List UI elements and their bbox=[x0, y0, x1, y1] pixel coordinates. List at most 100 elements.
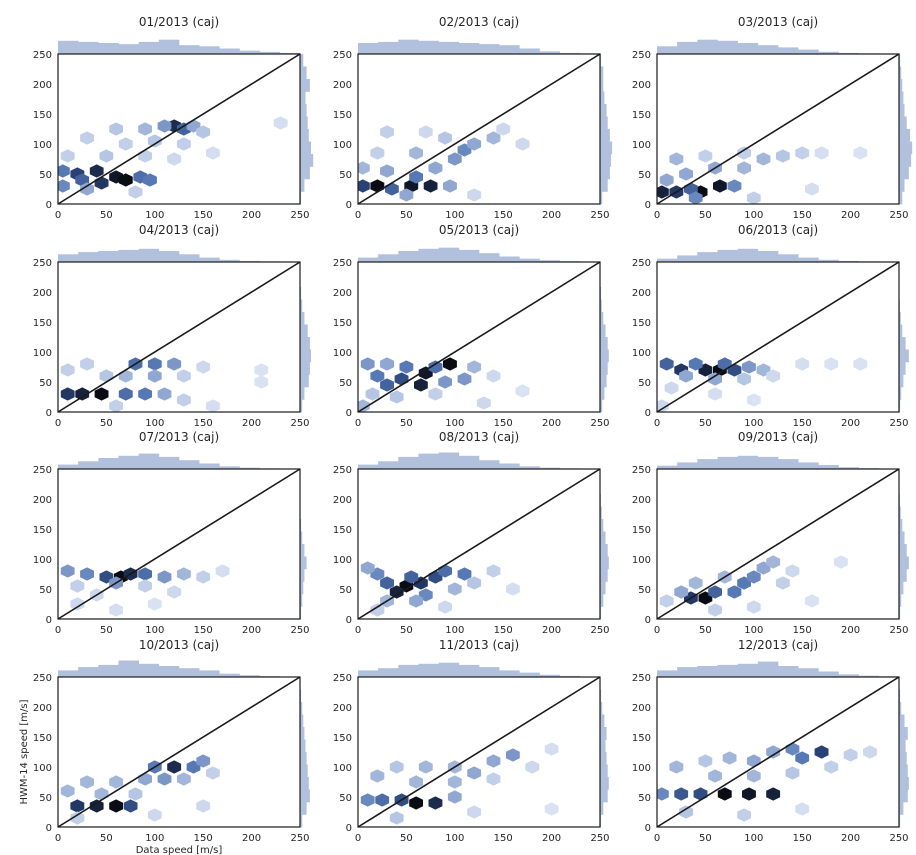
right-hist-bar bbox=[600, 802, 604, 815]
hexbin-cell bbox=[467, 576, 482, 590]
right-hist-bar bbox=[600, 324, 606, 338]
top-hist-bar bbox=[757, 456, 779, 469]
hexbin-cell bbox=[737, 146, 751, 160]
hexbin-cell bbox=[118, 369, 133, 383]
top-hist-bar bbox=[98, 43, 119, 54]
hexbin-cell bbox=[409, 594, 423, 608]
top-hist-bar bbox=[378, 41, 399, 54]
hexbin-cell bbox=[94, 787, 109, 801]
panel-9: 09/2013 (caj) 00 50 50 100 100 150 150 200 200 250… bbox=[632, 430, 909, 636]
x-tick-label: 200 bbox=[542, 833, 561, 844]
plot-frame bbox=[357, 53, 601, 205]
diagonal-line bbox=[357, 261, 601, 413]
top-hist-bar bbox=[458, 664, 480, 677]
right-hist-bar bbox=[899, 116, 907, 130]
hexbin-cell bbox=[447, 775, 462, 789]
y-tick-label: 0 bbox=[46, 823, 52, 834]
top-hist-bar bbox=[199, 670, 220, 677]
x-tick-label: 150 bbox=[194, 210, 213, 221]
y-tick-label: 150 bbox=[33, 525, 52, 536]
y-tick-label: 200 bbox=[333, 703, 352, 714]
top-hist-bar bbox=[499, 670, 520, 677]
hexbin-cell bbox=[380, 125, 394, 139]
x-tick-label: 100 bbox=[445, 625, 464, 636]
x-tick-label: 50 bbox=[699, 418, 712, 429]
panel-7: 07/2013 (caj) 00 50 50 100 100 150 150 200 200 250… bbox=[33, 430, 310, 636]
y-tick-label: 150 bbox=[33, 318, 52, 329]
right-hist-bar bbox=[300, 714, 304, 728]
hexbin-cell bbox=[824, 760, 839, 774]
x-tick-label: 50 bbox=[100, 625, 113, 636]
right-hist-bar bbox=[300, 777, 309, 790]
hexbin-cell bbox=[196, 799, 211, 813]
y-tick-label: 100 bbox=[333, 140, 352, 151]
top-hist-bar bbox=[78, 252, 99, 262]
hexbin-cell bbox=[688, 357, 703, 371]
hexbin-cell bbox=[370, 769, 385, 783]
y-tick-label: 50 bbox=[339, 378, 352, 389]
x-tick-label: 150 bbox=[494, 833, 513, 844]
hexbin-cell bbox=[60, 149, 75, 163]
right-hist-bar bbox=[899, 154, 912, 167]
y-tick-label: 250 bbox=[333, 50, 352, 61]
x-tick-label: 100 bbox=[744, 625, 763, 636]
y-tick-label: 150 bbox=[333, 525, 352, 536]
y-tick-label: 0 bbox=[46, 615, 52, 626]
hexbin-cell bbox=[147, 357, 162, 371]
panel-5: 05/2013 (caj) 00 50 50 100 100 150 150 200 200 250… bbox=[333, 223, 610, 429]
panel-title: 11/2013 (caj) bbox=[439, 638, 519, 652]
x-tick-label: 50 bbox=[699, 833, 712, 844]
hexbin-cell bbox=[746, 600, 761, 614]
right-hist-bar bbox=[600, 752, 607, 765]
right-hist-bar bbox=[300, 349, 311, 363]
top-hist-bar bbox=[677, 462, 698, 469]
hexbin-cell bbox=[167, 357, 182, 371]
right-hist-bar bbox=[899, 312, 901, 325]
right-hist-bar bbox=[300, 387, 305, 400]
right-hist-bar bbox=[300, 54, 304, 67]
hexbin-cell bbox=[746, 769, 761, 783]
x-tick-label: 100 bbox=[445, 210, 464, 221]
hexbin-cell bbox=[167, 585, 182, 599]
hexbin-cell bbox=[756, 152, 771, 166]
top-hist-bar bbox=[499, 45, 520, 54]
hexbin-cell bbox=[664, 381, 679, 395]
y-tick-label: 150 bbox=[632, 318, 651, 329]
top-hist-bar bbox=[479, 253, 500, 262]
diagonal-line bbox=[656, 676, 900, 828]
top-hist-bar bbox=[239, 50, 260, 54]
y-tick-label: 100 bbox=[632, 763, 651, 774]
panel-title: 05/2013 (caj) bbox=[439, 223, 519, 237]
x-tick-label: 150 bbox=[494, 210, 513, 221]
x-tick-label: 0 bbox=[654, 418, 660, 429]
hexbin-cell bbox=[863, 745, 877, 759]
hexbin-cell bbox=[109, 775, 123, 789]
y-tick-label: 200 bbox=[33, 495, 52, 506]
hexbin-cell bbox=[467, 805, 482, 819]
top-hist-bar bbox=[438, 247, 460, 262]
hexbin-layer bbox=[58, 116, 288, 199]
right-hist-bar bbox=[899, 727, 908, 740]
top-hist-bar bbox=[539, 51, 560, 54]
y-tick-label: 100 bbox=[333, 348, 352, 359]
y-tick-label: 100 bbox=[632, 348, 651, 359]
right-hist-bar bbox=[600, 569, 608, 582]
x-tick-label: 250 bbox=[590, 418, 609, 429]
top-hist-bar bbox=[737, 248, 759, 262]
top-hist-bar bbox=[757, 251, 779, 262]
hexbin-cell bbox=[167, 760, 182, 774]
diagonal-line bbox=[357, 676, 601, 828]
hexbin-cell bbox=[138, 579, 152, 593]
hexbin-cell bbox=[399, 360, 414, 374]
plot-frame bbox=[357, 261, 601, 413]
right-hist-bar bbox=[600, 154, 611, 167]
hexbin-cell bbox=[75, 387, 90, 401]
hexbin-cell bbox=[785, 766, 800, 780]
hexbin-layer bbox=[60, 357, 269, 412]
x-tick-label: 150 bbox=[194, 625, 213, 636]
right-hist-bar bbox=[300, 179, 305, 192]
diagonal-line bbox=[357, 53, 601, 205]
hexbin-cell bbox=[708, 585, 722, 599]
y-tick-label: 0 bbox=[645, 408, 651, 419]
